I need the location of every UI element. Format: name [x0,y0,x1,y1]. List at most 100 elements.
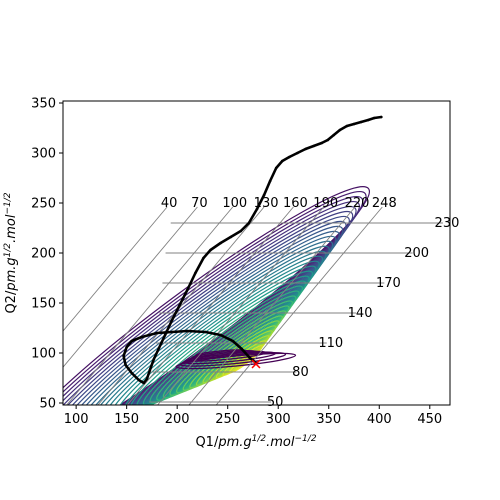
contour-line [195,349,247,357]
trajectory-point [194,271,197,275]
grid-side-label: 170 [376,276,401,291]
grid-line [157,206,325,405]
grid-side-label: 230 [435,216,460,231]
grid-side-label: 200 [404,246,429,261]
trajectory-point [142,381,146,385]
grid-top-label: 248 [372,196,397,211]
y-tick-label: 300 [31,147,56,162]
trajectory-point [185,288,189,292]
contour-line [179,352,287,367]
trajectory-point [204,330,207,334]
x-axis: 100 150 200 250 300 350 400 450 [64,405,442,427]
grid-side-label: 110 [318,336,343,351]
trajectory-point [163,333,167,337]
trajectory-point [239,229,243,233]
grid-top-label: 220 [345,196,370,211]
x-tick-label: 250 [215,412,240,427]
trajectory-point [366,118,370,122]
x-axis-label: Q1/pm.g1/2.mol−1/2 [195,434,316,450]
y-tick-label: 150 [31,297,56,312]
grid-line [66,206,234,405]
grid-top-label: 190 [313,196,338,211]
trajectory-point [248,356,252,360]
grid-top-label: 70 [191,196,208,211]
trajectory-point [209,248,212,252]
trajectory-point [145,377,149,381]
y-axis-label: Q2/pm.g1/2.mol−1/2 [3,192,19,313]
grid-top-label: 40 [161,196,178,211]
contour-line [176,310,287,394]
y-tick-label: 100 [31,347,56,362]
contour-field [63,186,371,405]
trajectory-layer [122,115,383,385]
minimum-marker [251,359,261,369]
trajectory-point [268,179,272,183]
skewed-grid [63,206,443,405]
trajectory-point [219,333,222,337]
trajectory-point [379,115,383,119]
trajectory-point [304,147,307,151]
trajectory-point [219,241,222,245]
grid-line [126,206,294,405]
trajectory-point [155,331,159,335]
trajectory-point [288,155,291,159]
y-tick-label: 200 [31,247,56,262]
grid-side-label: 80 [292,365,309,380]
x-tick-label: 350 [316,412,341,427]
trajectory-point [231,339,235,343]
trajectory-point [326,138,330,142]
trajectory-point [125,345,128,349]
contour-line [76,235,337,405]
trajectory-point [170,318,174,322]
trajectory-point [312,144,315,148]
trajectory-point [130,339,134,343]
trajectory-point [240,347,244,351]
x-tick-label: 400 [367,412,392,427]
trajectory-point [185,329,189,333]
trajectory-point [130,371,134,375]
grid-top-label: 130 [254,196,279,211]
contour-line [156,295,297,401]
trajectory-point [148,368,152,372]
contour-line [191,349,257,360]
contour-line [63,191,367,405]
trajectory-point [170,330,174,334]
x-tick-label: 300 [266,412,291,427]
x-tick-label: 450 [417,412,442,427]
grid-line [63,206,198,368]
contour-line [63,215,350,405]
trajectory-point [122,354,125,358]
trajectory-point [280,159,284,163]
trajectory-point [274,166,278,170]
grid-line [63,206,168,332]
trajectory-point [345,124,349,128]
x-tick-label: 200 [165,412,190,427]
trajectory-point [359,120,363,124]
trajectory-point [157,346,161,350]
trajectory-point [202,256,205,260]
x-tick-label: 150 [114,412,139,427]
y-tick-label: 250 [31,197,56,212]
trajectory-point [332,133,336,137]
trajectory-point [352,122,356,126]
trajectory-point [124,363,127,367]
trajectory-point [262,193,266,197]
trajectory-point [320,141,323,145]
trajectory-point [296,151,299,155]
y-tick-label: 350 [31,97,56,112]
trajectory-point [255,207,259,211]
trajectory-point [140,335,144,339]
trajectory-point [137,378,141,382]
x-tick-label: 100 [64,412,89,427]
trajectory-point [152,357,156,361]
trajectory-point [177,304,181,308]
y-axis: 50 100 150 200 250 300 350 [31,97,63,412]
y-tick-label: 50 [39,397,56,412]
trajectory-point [338,128,342,132]
trajectory-point [247,221,251,225]
grid-side-label: 50 [267,395,284,410]
grid-top-label: 160 [283,196,308,211]
grid-line [188,206,356,405]
trajectory-point [372,116,376,120]
